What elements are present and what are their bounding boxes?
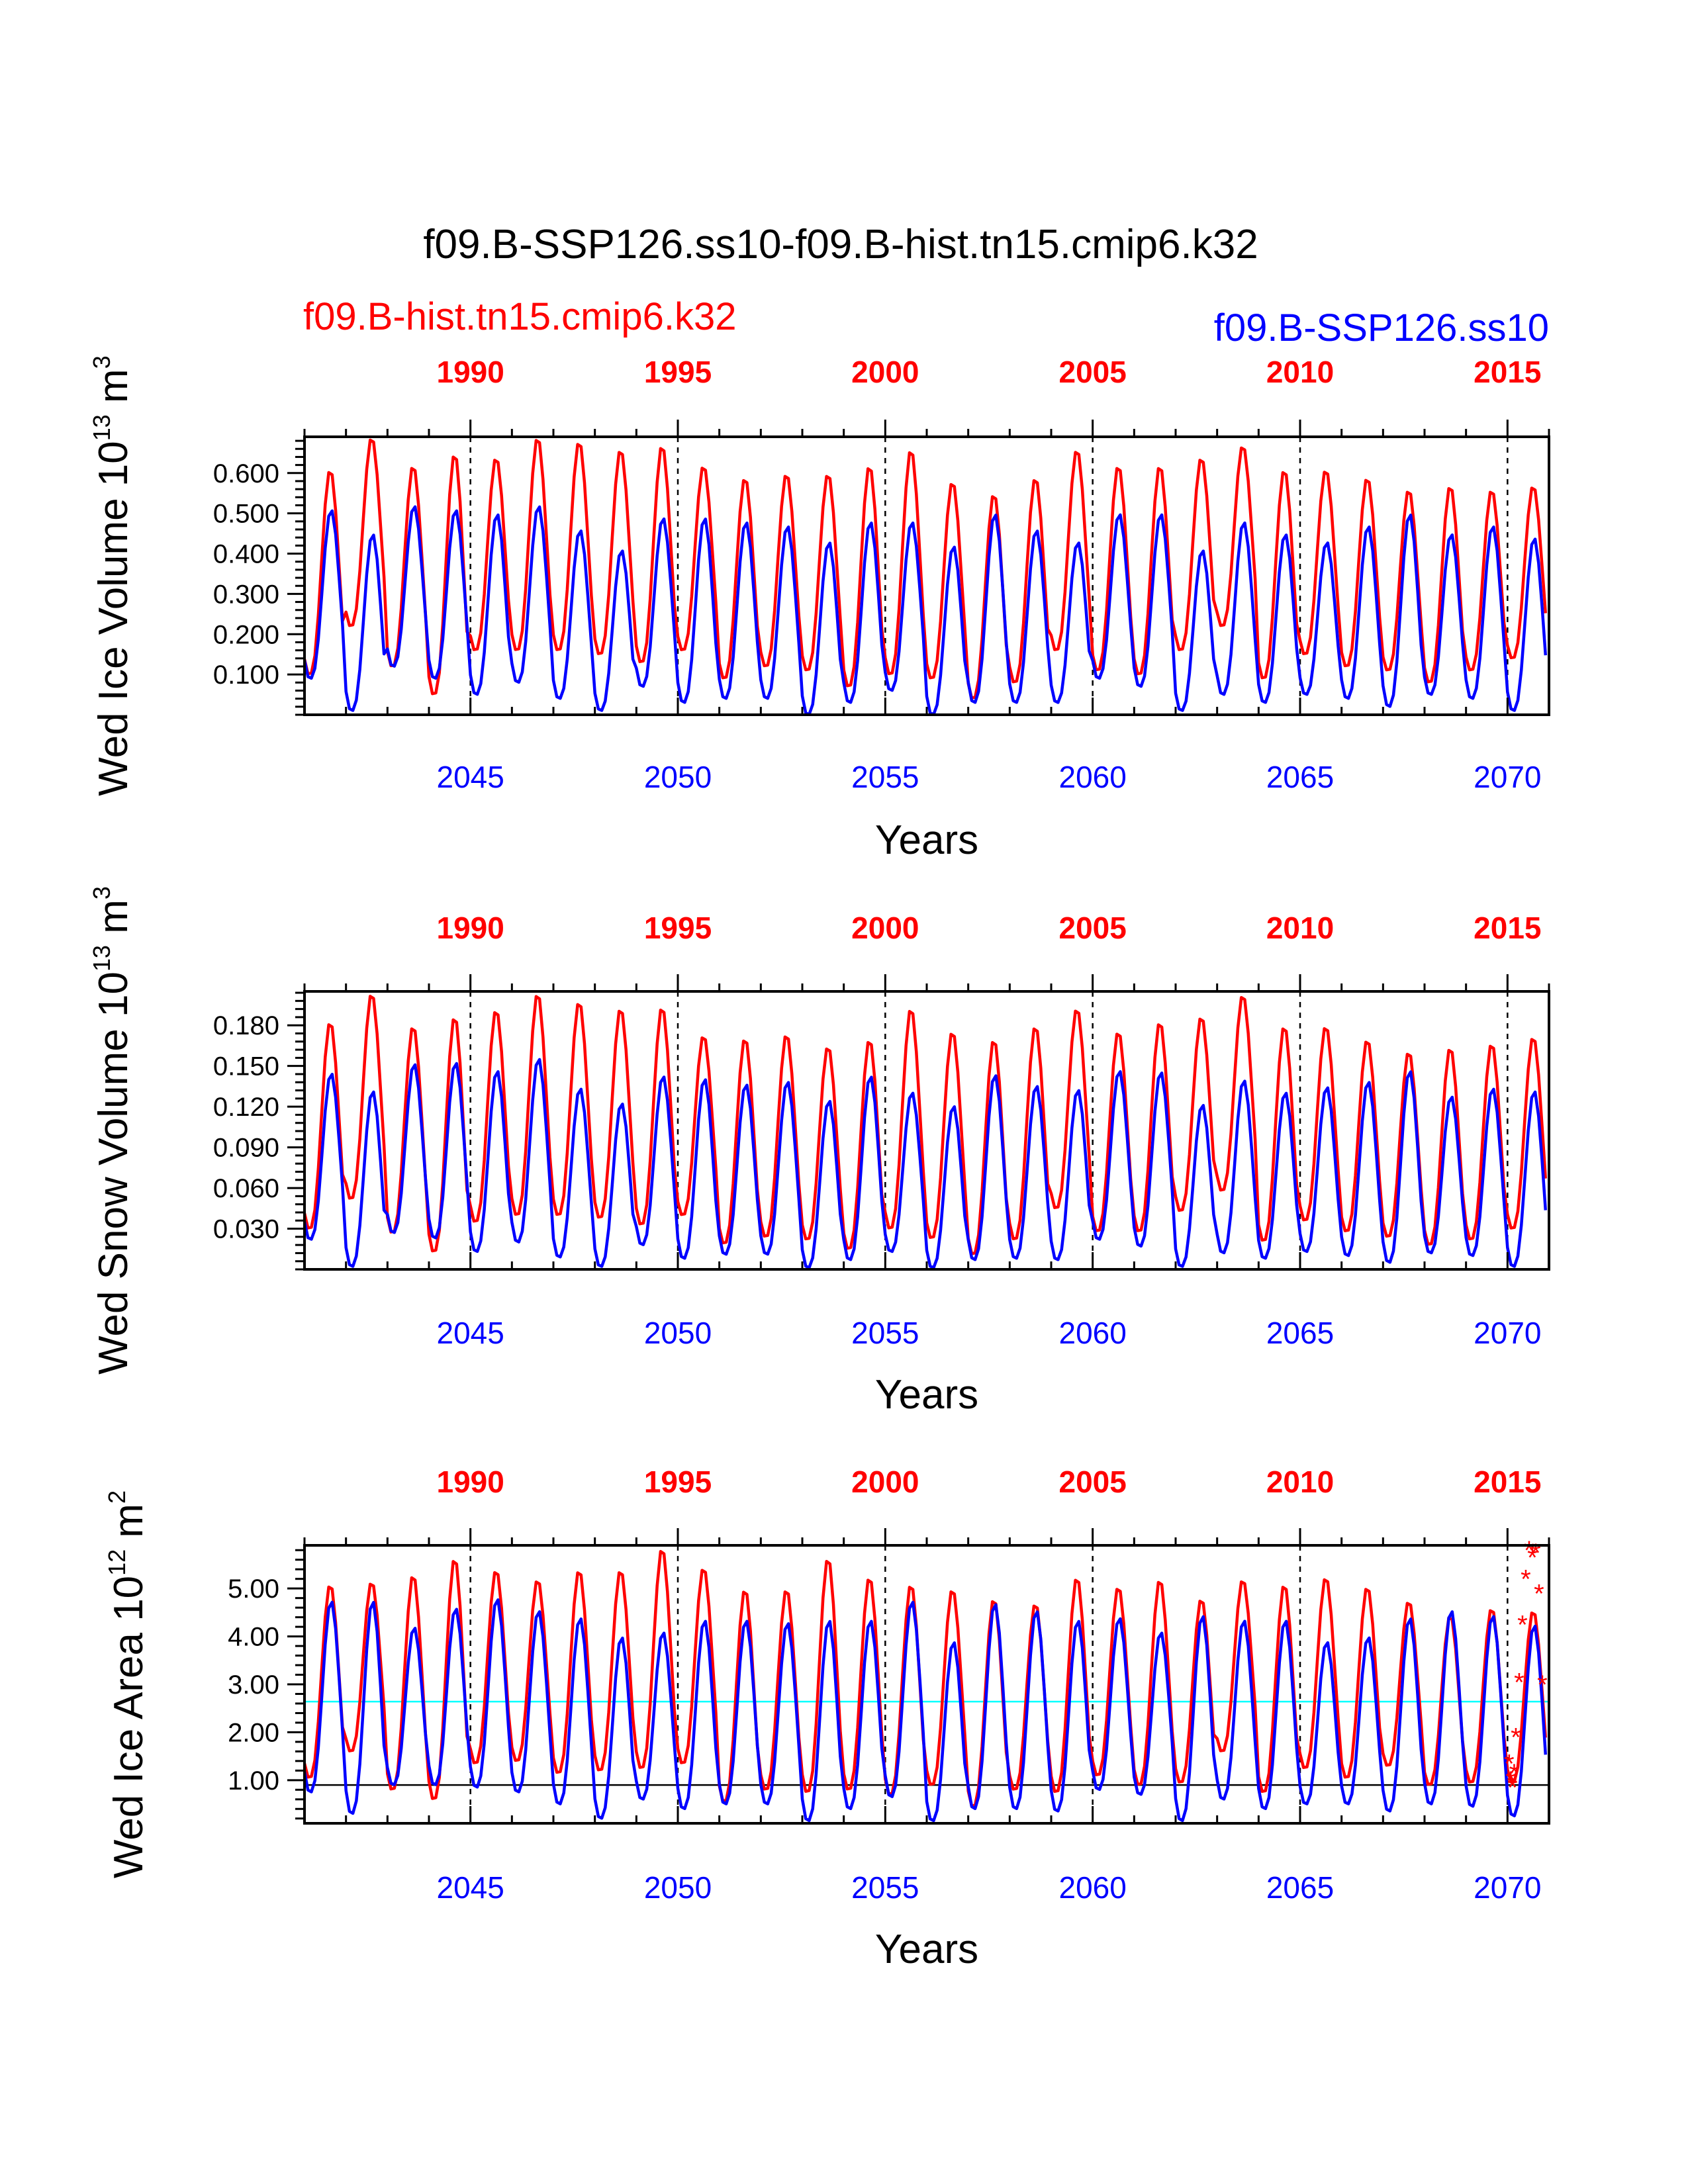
marker-point: *: [1509, 1759, 1520, 1788]
x-tick-label-bottom: 2045: [436, 1870, 504, 1905]
marker-point: *: [1521, 1565, 1531, 1594]
marker-point: *: [1537, 1670, 1548, 1700]
x-tick-label-bottom: 2060: [1058, 1870, 1126, 1905]
y-axis-title: Wed Snow Volume 1013 m3: [88, 886, 136, 1375]
y-tick-label: 3.00: [228, 1670, 279, 1700]
x-tick-label-bottom: 2065: [1266, 1870, 1334, 1905]
x-tick-label-top: 2000: [851, 911, 919, 945]
y-axis-title-exp: 13: [88, 414, 115, 441]
x-tick-label-bottom: 2045: [436, 1316, 504, 1350]
x-axis-title: Years: [875, 1372, 978, 1418]
x-tick-label-top: 2000: [851, 355, 919, 389]
x-tick-label-bottom: 2050: [644, 1316, 712, 1350]
y-axis-title-unit-exp: 2: [103, 1490, 130, 1504]
x-tick-label-bottom: 2070: [1474, 1316, 1541, 1350]
x-tick-label-top: 2015: [1474, 355, 1541, 389]
x-tick-label-top: 2010: [1266, 1465, 1334, 1499]
marker-point: *: [1517, 1610, 1528, 1639]
y-tick-label: 0.500: [213, 500, 279, 529]
y-tick-label: 0.100: [213, 660, 279, 690]
series-line-ssp: [305, 505, 1548, 715]
y-tick-label: 4.00: [228, 1623, 279, 1652]
y-tick-label: 0.200: [213, 620, 279, 649]
x-tick-label-bottom: 2060: [1058, 1316, 1126, 1350]
x-tick-label-top: 2015: [1474, 911, 1541, 945]
x-tick-label-top: 1990: [436, 1465, 504, 1499]
series-group: [305, 1550, 1548, 1823]
y-tick-label: 0.030: [213, 1215, 279, 1244]
series-line-ssp: [305, 1598, 1548, 1823]
marker-point: *: [1524, 1536, 1534, 1565]
x-tick-label-top: 1990: [436, 355, 504, 389]
marker-point: *: [1530, 1539, 1541, 1568]
x-tick-label-bottom: 2050: [644, 1870, 712, 1905]
panel-snow-volume: 2045 2050 2055 2060 2065 2070 1990 1995 2000 2005…: [88, 886, 1550, 1418]
y-axis-title-text: Wed Ice Volume 10: [91, 441, 136, 796]
y-tick-label: 0.600: [213, 459, 279, 488]
x-tick-label-bottom: 2065: [1266, 760, 1334, 794]
y-axis-title-exp: 13: [88, 945, 115, 972]
y-axis-title-unit: m: [91, 899, 136, 945]
legend-hist: f09.B-hist.tn15.cmip6.k32: [303, 295, 736, 338]
y-axis-title: Wed Ice Area 1012 m2: [103, 1490, 152, 1878]
x-tick-label-top: 2015: [1474, 1465, 1541, 1499]
panel-ice-volume: 2045 2050 2055 2060 2065 2070 1990 1995 2000 2005…: [88, 355, 1550, 863]
y-axis-title-unit: m: [91, 369, 136, 414]
y-tick-label: 0.090: [213, 1134, 279, 1163]
x-tick-label-top: 1995: [644, 911, 712, 945]
y-axis-title-exp: 12: [103, 1549, 130, 1576]
x-tick-label-bottom: 2070: [1474, 760, 1541, 794]
marker-point: *: [1527, 1543, 1538, 1572]
y-tick-label: 5.00: [228, 1574, 279, 1604]
y-axis-title-unit-exp: 3: [88, 886, 115, 899]
x-tick-label-bottom: 2065: [1266, 1316, 1334, 1350]
x-tick-label-top: 2010: [1266, 911, 1334, 945]
x-tick-label-bottom: 2055: [851, 760, 919, 794]
series-line-hist: [305, 438, 1548, 700]
x-tick-label-top: 2010: [1266, 355, 1334, 389]
x-tick-label-top: 1990: [436, 911, 504, 945]
x-tick-label-bottom: 2050: [644, 760, 712, 794]
x-tick-label-bottom: 2055: [851, 1316, 919, 1350]
y-axis-title-unit-exp: 3: [88, 355, 115, 369]
x-tick-label-top: 2000: [851, 1465, 919, 1499]
y-tick-label: 0.060: [213, 1174, 279, 1203]
y-tick-label: 1.00: [228, 1766, 279, 1796]
panel-ice-area: *************2045 2050 2055 2060 2065 2070199…: [103, 1465, 1550, 1972]
y-axis-title-unit: m: [106, 1504, 152, 1549]
marker-point: *: [1504, 1749, 1515, 1778]
chart-title: f09.B-SSP126.ss10-f09.B-hist.tn15.cmip6.…: [423, 222, 1258, 267]
series-group: [305, 438, 1548, 715]
y-tick-label: 0.180: [213, 1011, 279, 1040]
x-tick-label-bottom: 2055: [851, 1870, 919, 1905]
marker-point: *: [1514, 1668, 1524, 1697]
x-tick-label-top: 1995: [644, 355, 712, 389]
x-tick-label-top: 1995: [644, 1465, 712, 1499]
x-tick-label-top: 2005: [1058, 1465, 1126, 1499]
y-tick-label: 0.150: [213, 1052, 279, 1081]
x-tick-label-bottom: 2045: [436, 760, 504, 794]
marker-point: *: [1507, 1774, 1518, 1803]
marker-point: *: [1511, 1723, 1521, 1752]
series-line-hist: [305, 995, 1548, 1255]
x-axis-title: Years: [875, 817, 978, 863]
y-axis-title-text: Wed Ice Area 10: [106, 1576, 152, 1878]
x-axis-title: Years: [875, 1927, 978, 1972]
y-axis-title-text: Wed Snow Volume 10: [91, 972, 136, 1375]
x-tick-label-bottom: 2070: [1474, 1870, 1541, 1905]
y-tick-label: 0.120: [213, 1093, 279, 1122]
marker-point: *: [1534, 1579, 1544, 1608]
y-tick-label: 0.300: [213, 580, 279, 609]
y-tick-label: 0.400: [213, 540, 279, 569]
y-tick-label: 2.00: [228, 1718, 279, 1747]
marker-point: *: [1506, 1766, 1517, 1796]
legend-ssp: f09.B-SSP126.ss10: [1214, 306, 1549, 349]
y-axis-title: Wed Ice Volume 1013 m3: [88, 355, 136, 796]
series-line-ssp: [305, 1058, 1548, 1269]
series-group: [305, 995, 1548, 1269]
x-tick-label-bottom: 2060: [1058, 760, 1126, 794]
x-tick-label-top: 2005: [1058, 355, 1126, 389]
x-tick-label-top: 2005: [1058, 911, 1126, 945]
